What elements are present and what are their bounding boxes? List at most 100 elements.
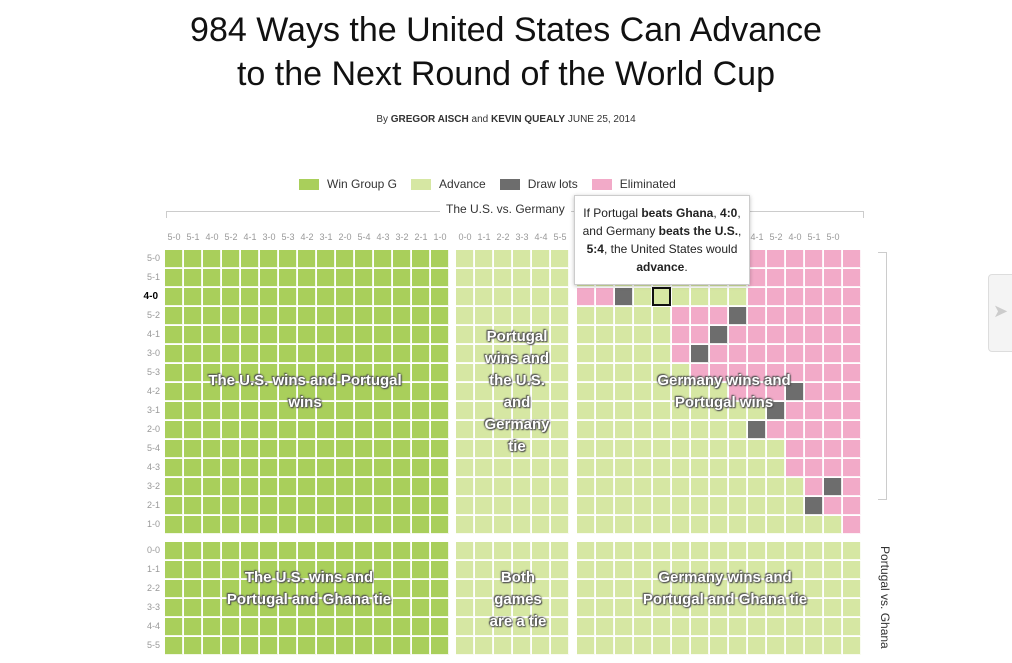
- scenario-cell[interactable]: [672, 326, 690, 344]
- scenario-cell[interactable]: [577, 307, 595, 325]
- scenario-cell[interactable]: [805, 364, 823, 382]
- scenario-cell[interactable]: [260, 580, 278, 598]
- scenario-cell[interactable]: [615, 497, 633, 515]
- scenario-cell[interactable]: [494, 421, 512, 439]
- scenario-cell[interactable]: [767, 440, 785, 458]
- scenario-cell[interactable]: [222, 345, 240, 363]
- scenario-cell[interactable]: [596, 364, 614, 382]
- scenario-cell[interactable]: [786, 250, 804, 268]
- scenario-cell[interactable]: [843, 542, 861, 560]
- scenario-cell[interactable]: [729, 326, 747, 344]
- byline-author-2[interactable]: KEVIN QUEALY: [490, 114, 566, 125]
- scenario-cell[interactable]: [431, 478, 449, 496]
- scenario-cell[interactable]: [786, 326, 804, 344]
- scenario-cell[interactable]: [843, 307, 861, 325]
- scenario-cell[interactable]: [475, 516, 493, 534]
- scenario-cell[interactable]: [222, 364, 240, 382]
- scenario-cell[interactable]: [551, 326, 569, 344]
- scenario-cell[interactable]: [513, 383, 531, 401]
- scenario-cell[interactable]: [317, 599, 335, 617]
- scenario-cell[interactable]: [634, 478, 652, 496]
- scenario-cell[interactable]: [653, 364, 671, 382]
- scenario-cell[interactable]: [532, 364, 550, 382]
- scenario-cell[interactable]: [298, 364, 316, 382]
- scenario-cell[interactable]: [710, 459, 728, 477]
- scenario-cell[interactable]: [374, 288, 392, 306]
- scenario-cell[interactable]: [222, 402, 240, 420]
- scenario-cell[interactable]: [691, 599, 709, 617]
- scenario-cell[interactable]: [374, 307, 392, 325]
- scenario-cell[interactable]: [532, 421, 550, 439]
- scenario-cell[interactable]: [843, 516, 861, 534]
- scenario-cell[interactable]: [317, 561, 335, 579]
- scenario-cell[interactable]: [412, 580, 430, 598]
- scenario-cell[interactable]: [729, 383, 747, 401]
- scenario-cell[interactable]: [551, 637, 569, 655]
- scenario-cell[interactable]: [634, 580, 652, 598]
- scenario-cell[interactable]: [513, 599, 531, 617]
- scenario-cell[interactable]: [336, 440, 354, 458]
- scenario-cell[interactable]: [456, 580, 474, 598]
- scenario-cell[interactable]: [279, 542, 297, 560]
- scenario-cell[interactable]: [551, 440, 569, 458]
- scenario-cell[interactable]: [412, 618, 430, 636]
- scenario-cell[interactable]: [672, 637, 690, 655]
- scenario-cell[interactable]: [615, 561, 633, 579]
- scenario-cell[interactable]: [532, 250, 550, 268]
- scenario-cell[interactable]: [241, 618, 259, 636]
- scenario-cell[interactable]: [475, 307, 493, 325]
- scenario-cell[interactable]: [653, 421, 671, 439]
- scenario-cell[interactable]: [431, 421, 449, 439]
- scenario-cell[interactable]: [355, 269, 373, 287]
- scenario-cell[interactable]: [222, 326, 240, 344]
- scenario-cell[interactable]: [710, 497, 728, 515]
- scenario-cell[interactable]: [843, 618, 861, 636]
- scenario-cell[interactable]: [279, 599, 297, 617]
- scenario-cell[interactable]: [786, 402, 804, 420]
- scenario-cell[interactable]: [805, 421, 823, 439]
- scenario-cell[interactable]: [298, 637, 316, 655]
- scenario-cell[interactable]: [222, 516, 240, 534]
- scenario-cell[interactable]: [298, 421, 316, 439]
- scenario-cell[interactable]: [748, 516, 766, 534]
- scenario-cell[interactable]: [279, 421, 297, 439]
- scenario-cell[interactable]: [241, 326, 259, 344]
- scenario-cell[interactable]: [805, 599, 823, 617]
- scenario-cell[interactable]: [729, 542, 747, 560]
- scenario-cell[interactable]: [317, 478, 335, 496]
- scenario-cell[interactable]: [298, 383, 316, 401]
- scenario-cell[interactable]: [222, 618, 240, 636]
- scenario-cell[interactable]: [355, 459, 373, 477]
- scenario-cell[interactable]: [494, 383, 512, 401]
- scenario-cell[interactable]: [412, 516, 430, 534]
- scenario-cell[interactable]: [672, 383, 690, 401]
- scenario-cell[interactable]: [615, 637, 633, 655]
- scenario-cell[interactable]: [355, 561, 373, 579]
- scenario-cell[interactable]: [279, 269, 297, 287]
- scenario-cell[interactable]: [222, 250, 240, 268]
- scenario-cell[interactable]: [260, 383, 278, 401]
- scenario-cell[interactable]: [615, 459, 633, 477]
- scenario-cell[interactable]: [634, 364, 652, 382]
- scenario-cell[interactable]: [672, 421, 690, 439]
- scenario-cell[interactable]: [767, 383, 785, 401]
- scenario-cell[interactable]: [494, 364, 512, 382]
- scenario-cell[interactable]: [241, 542, 259, 560]
- scenario-cell[interactable]: [615, 440, 633, 458]
- scenario-cell[interactable]: [317, 637, 335, 655]
- scenario-cell[interactable]: [475, 326, 493, 344]
- scenario-cell[interactable]: [165, 637, 183, 655]
- scenario-cell[interactable]: [786, 599, 804, 617]
- scenario-cell[interactable]: [494, 561, 512, 579]
- scenario-cell[interactable]: [355, 421, 373, 439]
- scenario-cell[interactable]: [165, 326, 183, 344]
- scenario-cell[interactable]: [551, 402, 569, 420]
- scenario-cell[interactable]: [691, 459, 709, 477]
- scenario-cell[interactable]: [222, 478, 240, 496]
- scenario-cell[interactable]: [165, 580, 183, 598]
- scenario-cell[interactable]: [165, 459, 183, 477]
- scenario-cell[interactable]: [336, 516, 354, 534]
- scenario-cell[interactable]: [805, 516, 823, 534]
- scenario-cell[interactable]: [843, 599, 861, 617]
- scenario-cell[interactable]: [241, 269, 259, 287]
